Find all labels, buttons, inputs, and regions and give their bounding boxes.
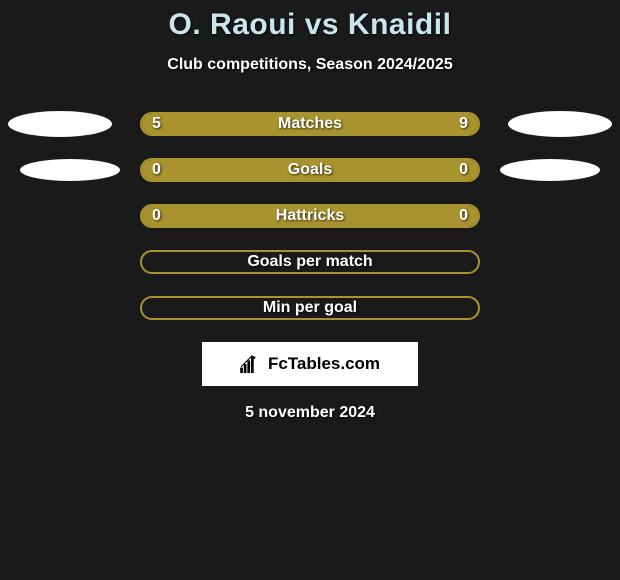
bar-fill-right: [310, 160, 478, 180]
subtitle: Club competitions, Season 2024/2025: [0, 56, 620, 74]
fctables-icon: [240, 355, 262, 373]
stat-bar: 5 Matches 9: [140, 112, 480, 136]
stat-value-left: 0: [152, 161, 161, 179]
stat-label: Hattricks: [276, 207, 344, 225]
player-marker-left: [8, 111, 112, 137]
stat-value-left: 0: [152, 207, 161, 225]
stat-row: 0 Goals 0: [0, 158, 620, 182]
date-text: 5 november 2024: [0, 404, 620, 422]
player-marker-right: [500, 159, 600, 181]
bar-fill-left: [142, 160, 310, 180]
stat-value-right: 0: [459, 161, 468, 179]
stat-value-right: 0: [459, 207, 468, 225]
player-marker-left: [20, 159, 120, 181]
bar-fill-left: [142, 114, 270, 134]
stat-bar: Min per goal: [140, 296, 480, 320]
stats-card: O. Raoui vs Knaidil Club competitions, S…: [0, 0, 620, 422]
player-marker-right: [508, 111, 612, 137]
stat-bar: Goals per match: [140, 250, 480, 274]
stat-bar: 0 Goals 0: [140, 158, 480, 182]
stat-label: Matches: [278, 115, 342, 133]
logo-text: FcTables.com: [268, 354, 380, 374]
stat-row: 0 Hattricks 0: [0, 204, 620, 228]
page-title: O. Raoui vs Knaidil: [0, 8, 620, 42]
stat-label: Min per goal: [263, 299, 357, 317]
stat-row: Min per goal: [0, 296, 620, 320]
stat-label: Goals: [288, 161, 332, 179]
stat-rows: 5 Matches 9 0 Goals 0 0 Hattricks 0 Goals per mat…: [0, 112, 620, 320]
stat-row: Goals per match: [0, 250, 620, 274]
logo-box[interactable]: FcTables.com: [202, 342, 418, 386]
stat-bar: 0 Hattricks 0: [140, 204, 480, 228]
stat-value-left: 5: [152, 115, 161, 133]
stat-row: 5 Matches 9: [0, 112, 620, 136]
stat-value-right: 9: [459, 115, 468, 133]
stat-label: Goals per match: [247, 253, 372, 271]
